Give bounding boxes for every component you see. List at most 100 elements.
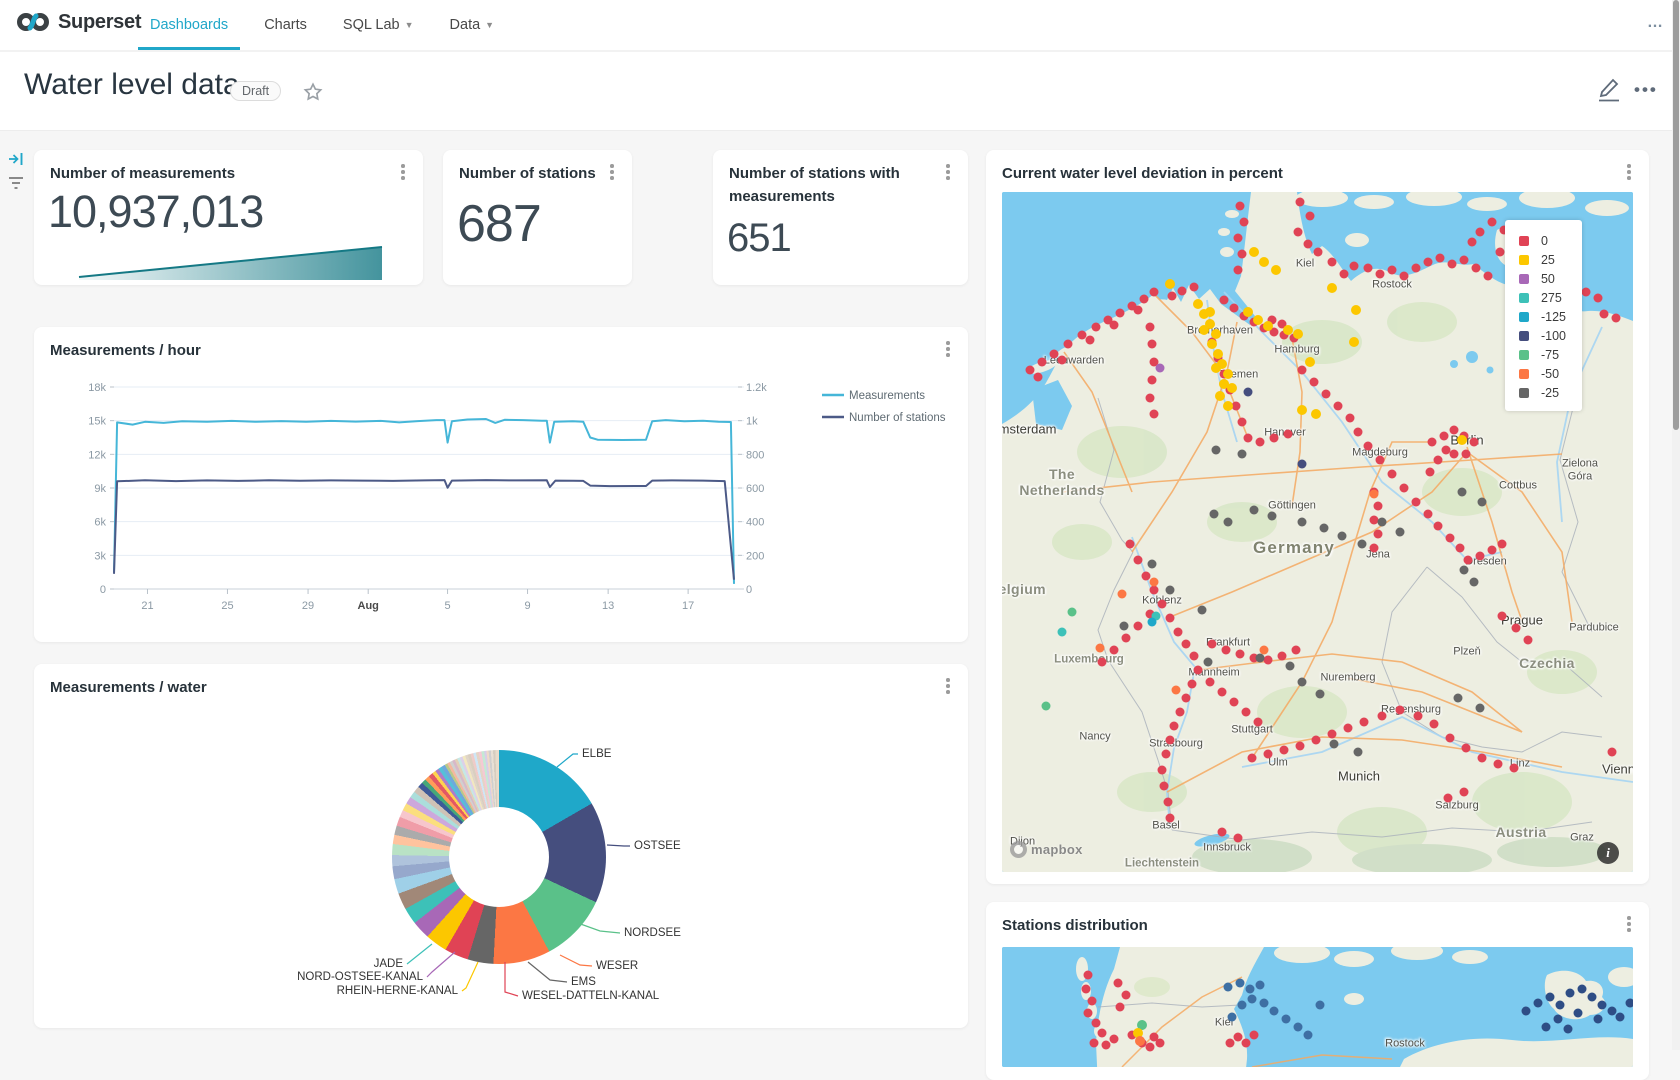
dot-group bbox=[1243, 387, 1307, 469]
legend-item[interactable]: 275 bbox=[1518, 288, 1566, 307]
svg-text:Measurements: Measurements bbox=[849, 390, 925, 402]
svg-text:25: 25 bbox=[221, 600, 233, 612]
map-label-frankfurt: Frankfurt bbox=[1205, 636, 1251, 649]
svg-text:9k: 9k bbox=[94, 483, 106, 495]
kpi-value: 10,937,013 bbox=[48, 186, 264, 237]
kebab-menu-icon[interactable] bbox=[941, 164, 955, 182]
map-label-plze-: Plzeň bbox=[1453, 645, 1481, 658]
donut-slice-label: NORD-OSTSEE-KANAL bbox=[297, 971, 423, 983]
map-label-pardubice: Pardubice bbox=[1569, 621, 1619, 634]
svg-text:12k: 12k bbox=[88, 449, 106, 461]
favorite-star-icon[interactable] bbox=[302, 81, 324, 103]
donut-slice-label: NORDSEE bbox=[624, 927, 681, 939]
donut-slice-label: WESEL-DATTELN-KANAL bbox=[522, 990, 660, 1002]
map-label-g-ttingen: Göttingen bbox=[1268, 499, 1316, 512]
dot-group bbox=[1025, 197, 1621, 843]
svg-text:800: 800 bbox=[746, 449, 764, 461]
kpi-title: Number of stations with measurements bbox=[729, 165, 900, 205]
header-more-icon[interactable]: ••• bbox=[1634, 80, 1658, 99]
donut-slice-label: EMS bbox=[571, 976, 596, 988]
legend-swatch bbox=[1518, 273, 1529, 284]
map-label-the-netherlands: The Netherlands bbox=[1019, 465, 1105, 498]
map-label-dresden: Dresden bbox=[1465, 555, 1507, 568]
legend-item[interactable]: 50 bbox=[1518, 269, 1566, 288]
stations-map[interactable]: Kiel Rostock bbox=[1002, 947, 1633, 1067]
kpi-title: Number of stations bbox=[459, 165, 596, 182]
kpi-card-stations-with-measurements: Number of stations with measurements 651 bbox=[713, 150, 968, 285]
nav-overflow-icon[interactable]: … bbox=[1647, 14, 1664, 31]
legend-swatch bbox=[1518, 254, 1529, 265]
map-label-vienna: Vienna bbox=[1602, 761, 1633, 777]
legend-item[interactable]: 25 bbox=[1518, 250, 1566, 269]
nav-item-dashboards[interactable]: Dashboards bbox=[137, 0, 241, 50]
map-label-ulm: Ulm bbox=[1268, 756, 1288, 769]
edit-pencil-icon[interactable] bbox=[1596, 74, 1622, 104]
chevron-down-icon: ▼ bbox=[485, 20, 495, 30]
map-label-czechia: Czechia bbox=[1519, 654, 1575, 671]
svg-text:0: 0 bbox=[746, 584, 752, 596]
legend-swatch bbox=[1518, 311, 1529, 322]
nav-item-charts[interactable]: Charts bbox=[264, 17, 307, 33]
page-scrollbar[interactable] bbox=[1672, 0, 1680, 1050]
scrollbar-thumb[interactable] bbox=[1673, 0, 1679, 430]
map-label-basel: Basel bbox=[1152, 819, 1180, 832]
legend-item[interactable]: -25 bbox=[1518, 383, 1566, 402]
nav-item-sql-lab[interactable]: SQL Lab ▼ bbox=[342, 17, 414, 33]
dot-group bbox=[1133, 1028, 1143, 1038]
legend-item[interactable]: -75 bbox=[1518, 345, 1566, 364]
svg-text:15k: 15k bbox=[88, 416, 106, 428]
map-label-nuremberg: Nuremberg bbox=[1320, 671, 1376, 684]
kpi-card-stations: Number of stations 687 bbox=[443, 150, 632, 285]
legend-item[interactable]: Number of stations bbox=[822, 412, 946, 424]
map-label-cottbus: Cottbus bbox=[1499, 479, 1537, 492]
legend-label: -100 bbox=[1540, 328, 1566, 343]
legend-swatch bbox=[1518, 368, 1529, 379]
green-area bbox=[1134, 977, 1170, 997]
legend-item[interactable]: -125 bbox=[1518, 307, 1566, 326]
filter-icon[interactable] bbox=[8, 176, 24, 190]
kpi-title: Number of measurements bbox=[50, 165, 236, 182]
line-chart[interactable]: 0 0 3k 200 6k 400 9k 600 12k 800 15k 1k 18k 1.2k 21 25 2… bbox=[34, 373, 968, 635]
mapbox-logo[interactable]: mapbox bbox=[1010, 841, 1083, 858]
kebab-menu-icon[interactable] bbox=[605, 164, 619, 182]
borders bbox=[1097, 1002, 1241, 1008]
map-label-rostock: Rostock bbox=[1385, 1037, 1425, 1050]
legend-item[interactable]: -100 bbox=[1518, 326, 1566, 345]
page-title: Water level data bbox=[24, 68, 240, 101]
map-label-regensburg: Regensburg bbox=[1381, 703, 1441, 716]
map-info-icon[interactable]: i bbox=[1597, 842, 1619, 864]
svg-text:Number of stations: Number of stations bbox=[849, 412, 946, 424]
nav-item-data[interactable]: Data ▼ bbox=[449, 17, 495, 33]
chart-title: Current water level deviation in percent bbox=[1002, 165, 1283, 182]
deviation-map[interactable]: Leeuwarden Bremerhaven Hamburg Bremen Kiel Ro… bbox=[1002, 192, 1633, 872]
map-label-germany: Germany bbox=[1252, 538, 1336, 558]
chart-card-measurements-per-hour: Measurements / hour 0 0 3k 200 6k 400 9k 600 12k… bbox=[34, 327, 968, 642]
map-label-rostock: Rostock bbox=[1372, 278, 1412, 291]
map-label-nancy: Nancy bbox=[1079, 730, 1111, 743]
kebab-menu-icon[interactable] bbox=[941, 341, 955, 359]
dot-group bbox=[1135, 1036, 1145, 1046]
dot-group bbox=[1119, 445, 1487, 757]
legend-item[interactable]: Measurements bbox=[822, 390, 925, 402]
dot-group bbox=[1165, 247, 1467, 445]
mapbox-logo-icon bbox=[1010, 841, 1027, 858]
map-label-liechtenstein: Liechtenstein bbox=[1124, 857, 1200, 870]
chart-card-water-level-deviation-map: Current water level deviation in percent bbox=[986, 150, 1649, 884]
chart-card-stations-distribution: Stations distribution Kiel Rostock bbox=[986, 902, 1649, 1080]
kebab-menu-icon[interactable] bbox=[1622, 916, 1636, 934]
kpi-card-measurements: Number of measurements 10,937,013 bbox=[34, 150, 423, 285]
map-label-prague: Prague bbox=[1501, 612, 1543, 628]
map-label-kiel: Kiel bbox=[1295, 257, 1315, 270]
legend-label: 0 bbox=[1540, 233, 1548, 248]
station-dots-layer bbox=[1081, 970, 1633, 1052]
kebab-menu-icon[interactable] bbox=[941, 678, 955, 696]
roads bbox=[1061, 293, 1573, 793]
legend-label: 50 bbox=[1540, 271, 1555, 286]
legend-item[interactable]: 0 bbox=[1518, 231, 1566, 250]
kebab-menu-icon[interactable] bbox=[396, 164, 410, 182]
legend-item[interactable]: -50 bbox=[1518, 364, 1566, 383]
donut-slice-label: ELBE bbox=[582, 748, 612, 760]
superset-logo[interactable]: Superset bbox=[16, 8, 141, 36]
kebab-menu-icon[interactable] bbox=[1622, 164, 1636, 182]
expand-filter-bar-icon[interactable] bbox=[8, 152, 24, 166]
